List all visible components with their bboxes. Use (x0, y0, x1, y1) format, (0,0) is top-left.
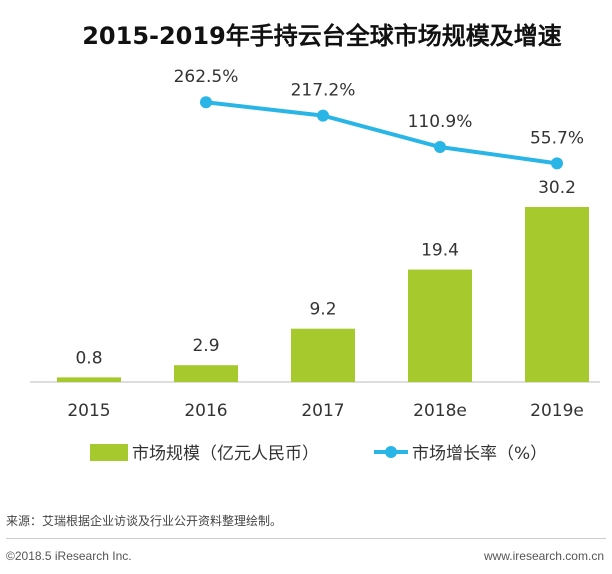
footer-divider (6, 538, 606, 539)
bar-2015 (57, 377, 121, 382)
legend-bar-label: 市场规模（亿元人民币） (132, 444, 319, 464)
bar-value-label: 30.2 (538, 178, 576, 198)
growth-rate-line (205, 100, 558, 166)
website-link[interactable]: www.iresearch.com.cn (483, 549, 604, 563)
bar-value-label: 9.2 (309, 300, 336, 320)
bar-value-label: 0.8 (75, 348, 102, 368)
legend-line-label: 市场增长率（%） (412, 444, 547, 464)
x-tick-label: 2018e (413, 401, 467, 421)
legend-line-marker (385, 446, 397, 458)
rate-value-label: 262.5% (174, 67, 239, 87)
x-tick-label: 2019e (530, 401, 584, 421)
bar-2018e (408, 269, 472, 382)
bar-2016 (174, 365, 238, 382)
rate-point-2019e (551, 157, 563, 170)
legend-bar-swatch (90, 444, 128, 461)
chart-title: 2015-2019年手持云台全球市场规模及增速 (82, 22, 562, 50)
x-tick-label: 2016 (184, 401, 227, 421)
source-note: 来源：艾瑞根据企业访谈及行业公开资料整理绘制。 (6, 514, 283, 528)
bar-2019e (525, 207, 589, 382)
copyright: ©2018.5 iResearch Inc. (6, 549, 132, 563)
bar-value-label: 19.4 (421, 241, 459, 261)
bar-value-label: 2.9 (192, 336, 219, 356)
legend: 市场规模（亿元人民币） 市场增长率（%） (90, 444, 547, 464)
bar-2017 (291, 328, 355, 382)
x-tick-label: 2015 (67, 401, 110, 421)
rate-point-2017 (317, 109, 329, 122)
rate-value-label: 217.2% (291, 81, 356, 101)
chart: 2015-2019年手持云台全球市场规模及增速 0.8 2.9 9.2 19.4 30.… (30, 22, 600, 464)
x-tick-label: 2017 (301, 401, 344, 421)
rate-point-2018e (434, 141, 446, 154)
rate-value-label: 55.7% (530, 128, 584, 148)
rate-point-2016 (200, 96, 212, 109)
rate-value-label: 110.9% (408, 112, 473, 132)
